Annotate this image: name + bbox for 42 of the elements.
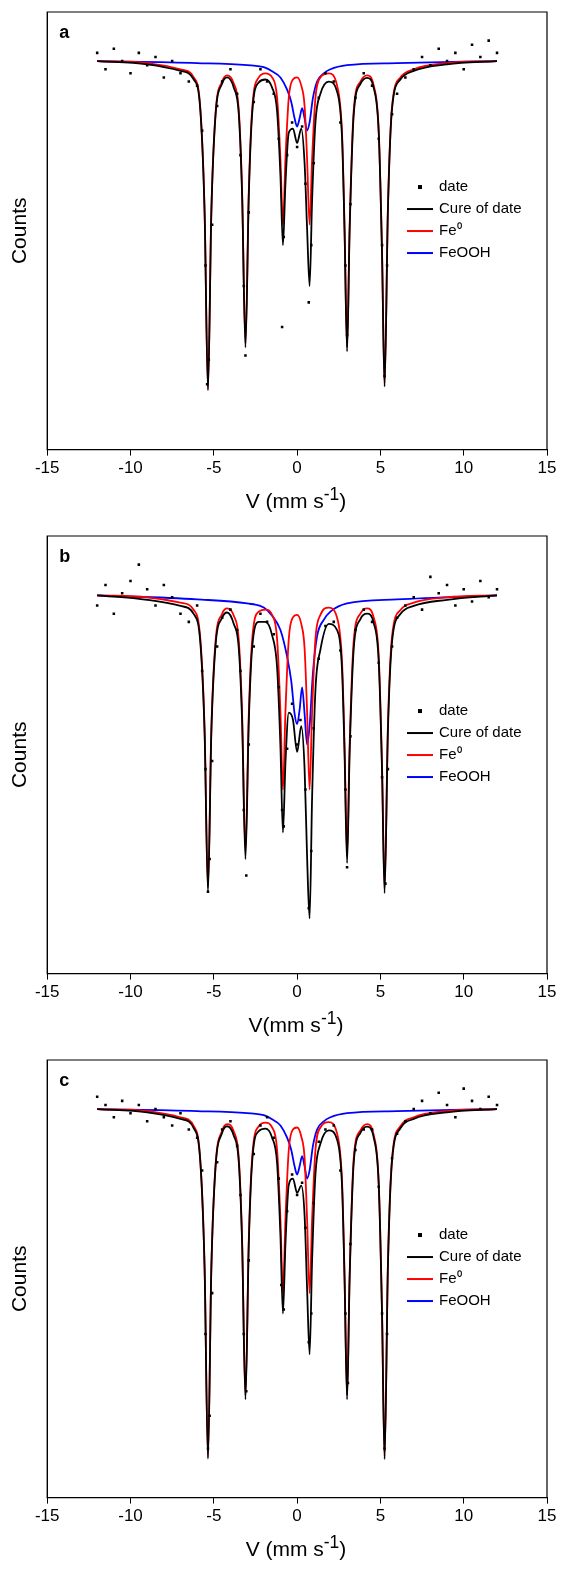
x-tick-label: 0 (292, 982, 302, 1002)
x-tick-label: 10 (454, 458, 474, 478)
legend-label: date (439, 701, 469, 719)
x-tick-label: 15 (537, 458, 557, 478)
legend-label: date (439, 1225, 469, 1243)
x-tick-label: -10 (118, 982, 143, 1002)
x-tick-label: 0 (292, 458, 302, 478)
legend-label: FeOOH (439, 243, 491, 261)
annotation: b (59, 546, 71, 566)
legend-label: FeOOH (439, 1291, 491, 1309)
x-tick-label: 10 (454, 982, 474, 1002)
x-tick-label: 5 (375, 1506, 386, 1526)
x-tick-label: 10 (454, 1506, 474, 1526)
legend-label: Fe⁰ (439, 1269, 462, 1287)
legend-label: Fe⁰ (439, 745, 462, 763)
x-tick-label: 5 (375, 982, 386, 1002)
legend-label: Fe⁰ (439, 221, 462, 239)
x-tick-label: -5 (206, 982, 222, 1002)
x-tick-label: 0 (292, 1506, 302, 1526)
legend-label: FeOOH (439, 767, 491, 785)
x-axis-title: V (mm s$^{-1}$) (244, 484, 348, 513)
x-tick-label: 5 (375, 458, 386, 478)
y-axis-title: Counts (7, 197, 31, 265)
x-tick-label: -15 (34, 982, 60, 1002)
x-tick-label: -15 (34, 1506, 60, 1526)
legend-label: Cure of date (439, 1247, 522, 1265)
legend-label: date (439, 177, 469, 195)
x-axis-title: V(mm s$^{-1}$) (247, 1008, 345, 1037)
x-tick-label: -15 (34, 458, 60, 478)
annotation: a (59, 22, 71, 42)
legend-label: Cure of date (439, 199, 522, 217)
x-tick-label: -5 (206, 458, 222, 478)
annotation: c (59, 1070, 70, 1090)
x-tick-label: -5 (206, 1506, 222, 1526)
legend-label: Cure of date (439, 723, 522, 741)
x-tick-label: -10 (118, 458, 143, 478)
x-tick-label: 15 (537, 1506, 557, 1526)
y-axis-title: Counts (7, 721, 31, 789)
x-tick-label: -10 (118, 1506, 143, 1526)
x-axis-title: V (mm s$^{-1}$) (244, 1532, 348, 1561)
y-axis-title: Counts (7, 1245, 31, 1313)
x-tick-label: 15 (537, 982, 557, 1002)
